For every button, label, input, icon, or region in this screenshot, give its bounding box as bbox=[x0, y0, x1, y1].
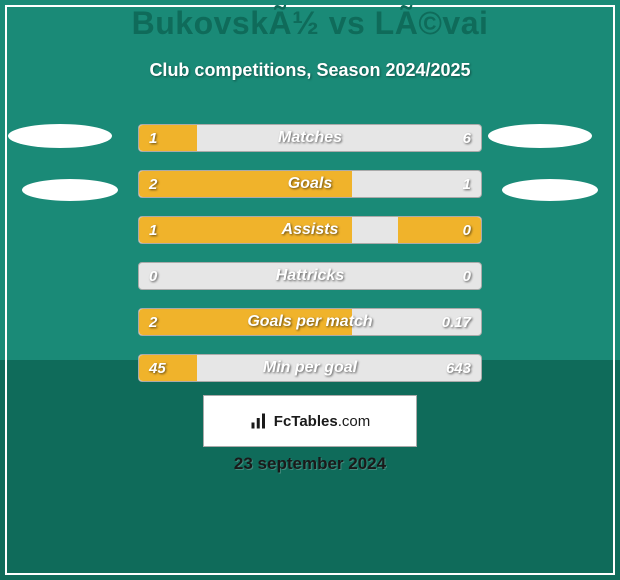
subtitle: Club competitions, Season 2024/2025 bbox=[0, 60, 620, 81]
stat-bar-left-fill bbox=[139, 309, 352, 335]
stat-bar: Matches16 bbox=[138, 124, 482, 152]
player-placeholder-ellipse bbox=[22, 179, 118, 201]
logo-box: FcTables.com bbox=[203, 395, 417, 447]
player-placeholder-ellipse bbox=[502, 179, 598, 201]
player-placeholder-ellipse bbox=[488, 124, 592, 148]
stat-bar: Min per goal45643 bbox=[138, 354, 482, 382]
date-text: 23 september 2024 bbox=[0, 454, 620, 474]
stat-right-value: 0.17 bbox=[442, 309, 471, 335]
stat-bar: Goals per match20.17 bbox=[138, 308, 482, 336]
stat-right-value: 6 bbox=[463, 125, 471, 151]
stat-bar-left-fill bbox=[139, 171, 352, 197]
stat-bar-right-fill bbox=[398, 217, 481, 243]
stat-bar-left-fill bbox=[139, 217, 352, 243]
stat-left-value: 0 bbox=[149, 263, 157, 289]
stat-bar-left-fill bbox=[139, 125, 197, 151]
stat-label: Hattricks bbox=[139, 263, 481, 289]
stat-bar-left-fill bbox=[139, 355, 197, 381]
stats-bars: Matches16 Goals21 Assists10 Hattricks0 0 Goal… bbox=[138, 124, 482, 400]
logo-main: FcTables bbox=[274, 413, 338, 430]
logo-text: FcTables.com bbox=[274, 413, 370, 430]
stat-bar: Assists10 bbox=[138, 216, 482, 244]
stat-bar: Hattricks0 0 bbox=[138, 262, 482, 290]
stat-right-value: 0 bbox=[463, 263, 471, 289]
player-placeholder-ellipse bbox=[8, 124, 112, 148]
stat-bar: Goals21 bbox=[138, 170, 482, 198]
logo-suffix: .com bbox=[338, 413, 371, 430]
page-title: BukovskÃ½ vs LÃ©vai bbox=[0, 5, 620, 42]
stat-right-value: 1 bbox=[463, 171, 471, 197]
stats-compare-card: BukovskÃ½ vs LÃ©vai Club competitions, S… bbox=[0, 0, 620, 580]
stat-right-value: 643 bbox=[446, 355, 471, 381]
bar-chart-icon bbox=[250, 412, 268, 430]
